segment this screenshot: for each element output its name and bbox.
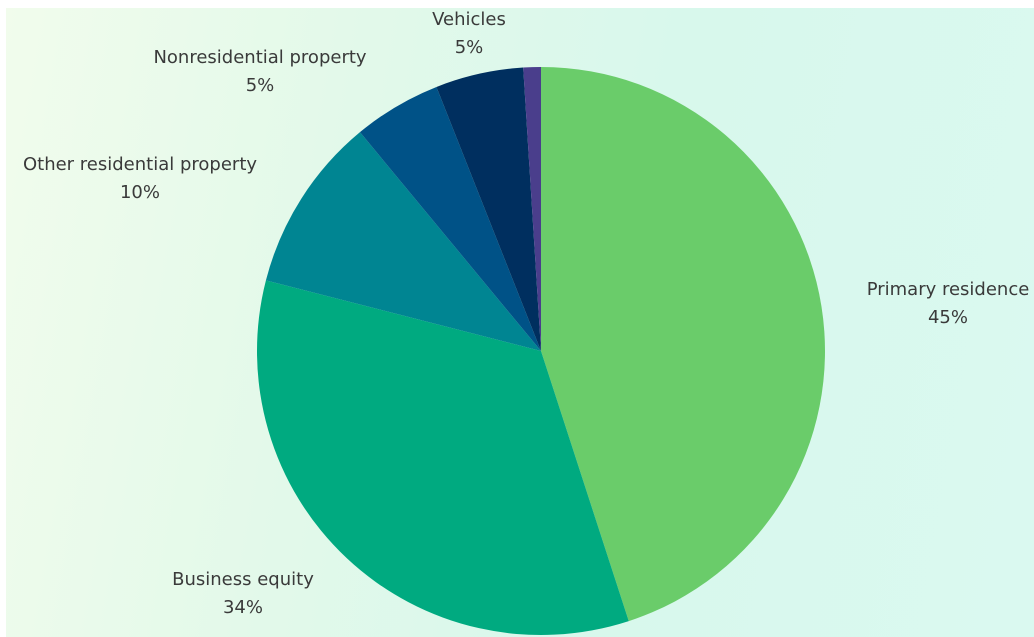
pie-slice-nonresidential-property: [359, 86, 541, 351]
slice-percent-nonresidential-property: 5%: [246, 75, 275, 96]
pie-labels: Primary residence 45% Business equity 34% Ot…: [23, 9, 1029, 618]
slice-percent-primary-residence: 45%: [928, 307, 968, 328]
pie-slice-unlabeled: [523, 67, 541, 351]
pie-slice-other-residential-property: [265, 132, 541, 351]
slice-label-business-equity: Business equity: [172, 569, 314, 590]
slice-label-other-residential-property: Other residential property: [23, 154, 257, 175]
pie-slice-vehicles: [436, 67, 541, 351]
slice-percent-vehicles: 5%: [455, 37, 484, 58]
pie-slices: [256, 67, 825, 636]
slice-percent-other-residential-property: 10%: [120, 182, 160, 203]
pie-slice-primary-residence: [541, 67, 825, 622]
slice-label-primary-residence: Primary residence: [867, 279, 1030, 300]
pie-slice-business-equity: [256, 280, 629, 636]
slice-label-nonresidential-property: Nonresidential property: [153, 47, 366, 68]
slice-label-vehicles: Vehicles: [432, 9, 506, 30]
slice-percent-business-equity: 34%: [223, 597, 263, 618]
